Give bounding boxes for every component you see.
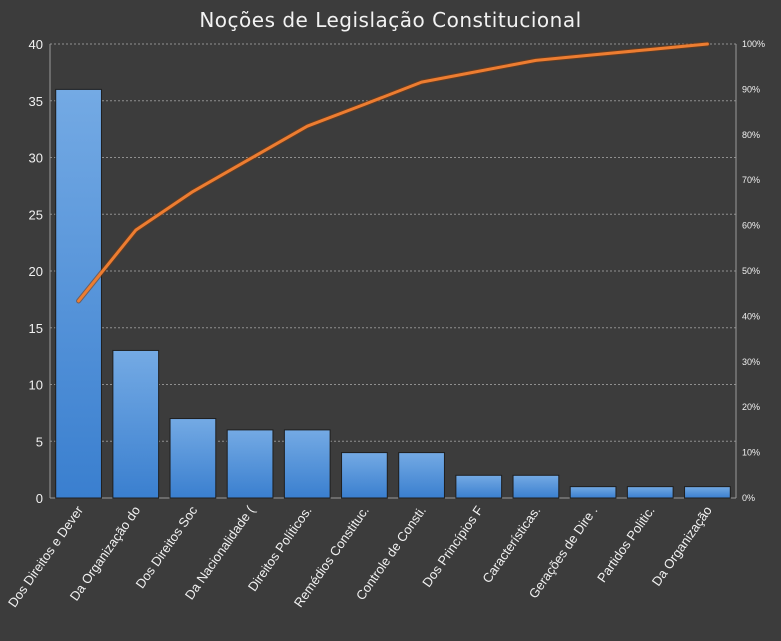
cumulative-line-shadow: [76, 41, 710, 304]
bar: [398, 452, 445, 499]
y-tick-label: 0: [36, 491, 43, 506]
bar: [283, 429, 331, 499]
y-tick-label: 40: [29, 37, 43, 52]
chart-title: Noções de Legislação Constitucional: [199, 8, 582, 32]
y2-tick-label: 10%: [742, 448, 760, 458]
bar: [169, 418, 217, 499]
bar: [55, 88, 102, 499]
bar: [684, 486, 731, 499]
y-tick-label: 25: [29, 207, 43, 222]
cumulative-line: [77, 42, 709, 303]
x-tick-label: Dos Direitos Soc: [133, 503, 201, 591]
x-tick-label: Características.: [479, 503, 543, 586]
bar: [455, 474, 503, 499]
y2-tick-label: 0%: [742, 493, 755, 503]
bar: [341, 452, 388, 499]
y2-tick-label: 60%: [742, 221, 760, 231]
bar: [626, 486, 674, 499]
y-tick-label: 10: [29, 378, 43, 393]
bars: [55, 88, 731, 499]
y2-tick-label: 20%: [742, 402, 760, 412]
bar: [226, 429, 274, 499]
y-tick-label: 20: [29, 264, 43, 279]
y2-tick-label: 50%: [742, 266, 760, 276]
bar: [112, 349, 160, 499]
y2-tick-label: 70%: [742, 175, 760, 185]
y2-tick-label: 40%: [742, 311, 760, 321]
bar: [569, 486, 617, 499]
y-tick-label: 5: [36, 434, 43, 449]
y2-tick-label: 30%: [742, 357, 760, 367]
x-tick-label: Partidos Politic.: [594, 503, 658, 585]
x-tick-label: Dos Princípios F: [419, 503, 486, 590]
y2-tick-label: 100%: [742, 39, 765, 49]
y-tick-label: 15: [29, 321, 43, 336]
y-tick-label: 35: [29, 94, 43, 109]
y-tick-label: 30: [29, 151, 43, 166]
y2-tick-label: 80%: [742, 130, 760, 140]
x-tick-label: Direitos Políticos.: [245, 503, 315, 594]
x-tick-label: Da Organização: [649, 503, 715, 589]
bar: [512, 474, 560, 499]
y2-tick-label: 90%: [742, 84, 760, 94]
